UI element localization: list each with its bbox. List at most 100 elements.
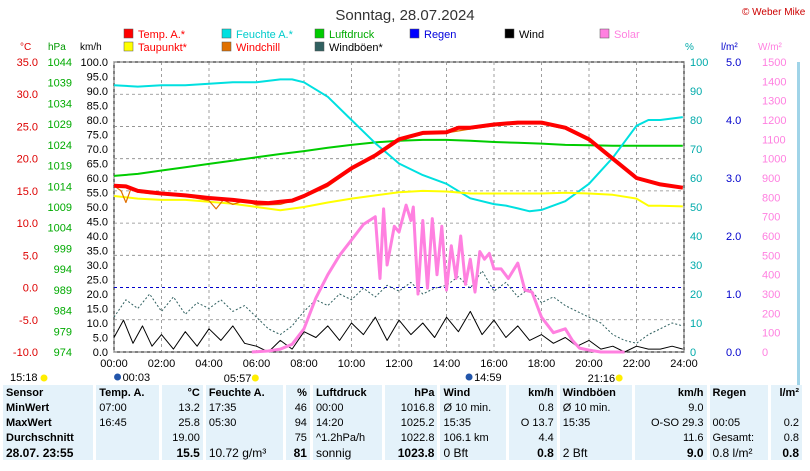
legend-swatch	[221, 28, 232, 39]
temp-tick-label: -5.0	[19, 315, 38, 327]
wind-tick-label: 0.0	[93, 347, 108, 359]
wind-axis-unit: km/h	[80, 42, 102, 53]
temp-tick-label: 25.0	[17, 121, 38, 133]
sun-time-label: 00:03	[123, 372, 151, 384]
wind-tick-label: 60.0	[87, 173, 108, 185]
table-cell: 0.8	[770, 430, 802, 445]
table-cell: 1016.8	[385, 400, 438, 415]
pressure-tick-label: 1039	[48, 78, 72, 90]
wind-series-line	[113, 310, 683, 353]
chart-legend: Temp. A.* Feuchte A.* Luftdruck Regen Wind So…	[123, 28, 640, 54]
legend-swatch	[409, 28, 420, 39]
temp-axis-unit: °C	[20, 42, 31, 53]
table-cell: 0.8	[509, 445, 557, 460]
wind-tick-label: 70.0	[87, 144, 108, 156]
humidity-tick-label: 10	[690, 318, 702, 330]
table-cell: 15.5	[161, 445, 203, 460]
chart-axes: 35.0 30.0 25.0 20.0 15.0 10.0 5.0 0.0 -5.0 -10.0 1…	[13, 57, 787, 370]
table-cell: 46	[286, 400, 310, 415]
solar-tick-label: 1100	[762, 134, 786, 146]
legend-swatch	[504, 28, 515, 39]
wind-tick-label: 75.0	[87, 130, 108, 142]
table-cell	[96, 430, 159, 445]
table-cell: 0.2	[770, 415, 802, 430]
humidity-tick-label: 100	[690, 57, 708, 69]
humidity-axis-unit: %	[685, 42, 694, 53]
table-header-cell: Windböen	[559, 385, 632, 400]
wind-tick-label: 65.0	[87, 159, 108, 171]
table-header-cell: km/h	[509, 385, 557, 400]
sun-marker-icon	[40, 374, 48, 382]
humidity-tick-label: 20	[690, 289, 702, 301]
table-cell: O-SO 29.3	[634, 415, 707, 430]
temp-tick-label: 5.0	[23, 250, 38, 262]
table-cell: 106.1 km	[440, 430, 507, 445]
sun-marker-icon	[465, 373, 473, 381]
pressure-tick-label: 974	[54, 347, 72, 359]
humidity-tick-label: 50	[690, 202, 702, 214]
legend-swatch	[314, 28, 325, 39]
table-header-cell: hPa	[385, 385, 438, 400]
legend-swatch	[314, 41, 325, 52]
humidity-tick-label: 40	[690, 231, 702, 243]
x-tick-label: 22:00	[623, 358, 651, 370]
x-tick-label: 06:00	[243, 358, 271, 370]
table-cell: 14:20	[312, 415, 383, 430]
table-cell: 16:45	[96, 415, 159, 430]
table-cell: 17:35	[205, 400, 284, 415]
rain-tick-label: 3.0	[726, 173, 741, 185]
table-cell: sonnig	[312, 445, 383, 460]
rain-tick-label: 0.0	[726, 347, 741, 359]
solar-tick-label: 100	[762, 328, 780, 340]
wind-tick-label: 45.0	[87, 217, 108, 229]
pressure-tick-label: 1004	[48, 223, 72, 235]
wind-tick-label: 100.0	[80, 57, 108, 69]
sunrise-icon	[251, 374, 259, 382]
sun-marker-icon	[114, 373, 122, 381]
temp-tick-label: -10.0	[13, 347, 38, 359]
solar-tick-label: 1400	[762, 76, 786, 88]
legend-label: Wind	[519, 29, 544, 41]
wind-tick-label: 50.0	[87, 202, 108, 214]
table-cell: 11.6	[634, 430, 707, 445]
table-cell: O 13.7	[509, 415, 557, 430]
table-cell: 13.2	[161, 400, 203, 415]
sun-markers: 15:18 00:03 14:59 05:57 21:16	[10, 372, 623, 385]
solar-tick-label: 900	[762, 173, 780, 185]
statistics-table: Sensor Temp. A. °C Feuchte A.% Luftdruck hPa W…	[0, 385, 810, 471]
x-tick-label: 18:00	[528, 358, 556, 370]
legend-label: Windböen*	[329, 42, 384, 54]
table-cell: 0.8 l/m²	[709, 445, 768, 460]
pressure-tick-label: 1014	[48, 181, 72, 193]
table-cell: 15:35	[559, 415, 632, 430]
x-tick-label: 20:00	[575, 358, 603, 370]
rain-tick-label: 1.0	[726, 289, 741, 301]
humidity-tick-label: 70	[690, 144, 702, 156]
table-cell	[709, 400, 768, 415]
solar-series-line	[251, 203, 625, 354]
table-cell: 0.8	[770, 445, 802, 460]
table-header-cell: Wind	[440, 385, 507, 400]
table-cell: 10.72 g/m³	[205, 445, 284, 460]
solar-tick-label: 1200	[762, 115, 786, 127]
legend-label: Temp. A.*	[138, 29, 186, 41]
x-tick-label: 10:00	[338, 358, 366, 370]
table-cell	[559, 430, 632, 445]
table-cell: 1023.8	[385, 445, 438, 460]
wind-tick-label: 85.0	[87, 101, 108, 113]
wind-tick-label: 10.0	[87, 318, 108, 330]
table-header-cell: Regen	[709, 385, 768, 400]
table-cell: 9.0	[634, 445, 707, 460]
pressure-tick-label: 979	[54, 326, 72, 338]
wind-tick-label: 15.0	[87, 304, 108, 316]
table-cell: 25.8	[161, 415, 203, 430]
table-row: 28.07. 23:55 15.5 10.72 g/m³ 81 sonnig 1023.8…	[3, 445, 802, 460]
table-row-label: Durchschnitt	[3, 430, 94, 445]
table-cell: 0.8	[509, 400, 557, 415]
legend-swatch	[221, 41, 232, 52]
table-row-label: MinWert	[3, 400, 94, 415]
x-tick-label: 00:00	[100, 358, 128, 370]
table-header-row: Sensor Temp. A. °C Feuchte A.% Luftdruck hPa W…	[3, 385, 802, 400]
legend-swatch	[599, 28, 610, 39]
table-cell: Gesamt:	[709, 430, 768, 445]
